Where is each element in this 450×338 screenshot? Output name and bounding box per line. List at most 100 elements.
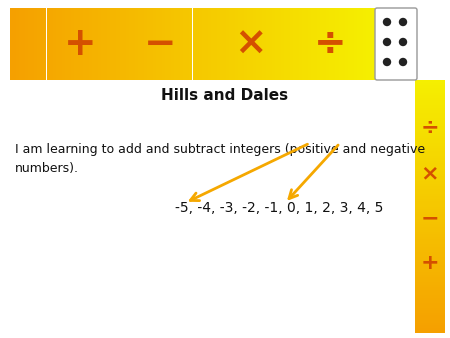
Bar — [415, 151, 445, 153]
Bar — [314, 8, 317, 80]
Bar — [415, 103, 445, 105]
Text: Hills and Dales: Hills and Dales — [162, 89, 288, 103]
Bar — [415, 212, 445, 214]
Bar — [415, 174, 445, 176]
Bar — [13, 8, 16, 80]
Bar — [415, 80, 445, 82]
Bar — [345, 8, 347, 80]
Bar — [415, 234, 445, 237]
Bar — [415, 252, 445, 255]
Bar — [208, 8, 211, 80]
Bar — [415, 88, 445, 90]
Bar — [311, 8, 314, 80]
Bar — [44, 8, 46, 80]
Circle shape — [383, 19, 391, 25]
Bar — [415, 194, 445, 196]
Bar — [58, 8, 62, 80]
Bar — [153, 8, 156, 80]
Bar — [299, 8, 302, 80]
Bar — [415, 297, 445, 300]
Bar — [415, 331, 445, 333]
Bar — [28, 8, 32, 80]
Bar — [129, 8, 132, 80]
Bar — [168, 8, 171, 80]
Bar — [305, 8, 308, 80]
Bar — [415, 260, 445, 262]
Bar — [415, 128, 445, 130]
Bar — [253, 8, 256, 80]
Bar — [117, 8, 120, 80]
Bar — [86, 8, 89, 80]
Bar — [108, 8, 110, 80]
Bar — [415, 123, 445, 125]
Bar — [120, 8, 122, 80]
Bar — [415, 285, 445, 287]
Bar — [415, 207, 445, 209]
Bar — [238, 8, 241, 80]
Bar — [347, 8, 351, 80]
Bar — [217, 8, 220, 80]
Bar — [101, 8, 104, 80]
Bar — [53, 8, 56, 80]
Bar — [92, 8, 95, 80]
Bar — [205, 8, 208, 80]
Bar — [415, 290, 445, 292]
Bar — [415, 159, 445, 161]
Text: I am learning to add and subtract integers (positive and negative
numbers).: I am learning to add and subtract intege… — [15, 143, 425, 175]
Bar — [415, 239, 445, 242]
Bar — [10, 8, 13, 80]
Bar — [415, 214, 445, 217]
Bar — [415, 300, 445, 303]
Bar — [162, 8, 165, 80]
Bar — [290, 8, 293, 80]
Bar — [141, 8, 144, 80]
Bar — [171, 8, 174, 80]
Bar — [110, 8, 113, 80]
Bar — [122, 8, 126, 80]
Bar — [415, 95, 445, 98]
Bar — [56, 8, 58, 80]
Bar — [186, 8, 189, 80]
Bar — [415, 219, 445, 222]
Bar — [415, 199, 445, 201]
Bar — [293, 8, 296, 80]
Bar — [357, 8, 360, 80]
Bar — [308, 8, 311, 80]
Bar — [229, 8, 232, 80]
Bar — [415, 325, 445, 328]
Bar — [25, 8, 28, 80]
Bar — [415, 280, 445, 283]
Bar — [284, 8, 287, 80]
Bar — [415, 148, 445, 151]
Bar — [226, 8, 229, 80]
Bar — [159, 8, 162, 80]
Bar — [211, 8, 214, 80]
Bar — [19, 8, 22, 80]
Bar — [415, 262, 445, 265]
Bar — [415, 164, 445, 166]
Bar — [326, 8, 329, 80]
Bar — [235, 8, 238, 80]
Bar — [415, 201, 445, 204]
Bar — [278, 8, 281, 80]
Bar — [262, 8, 265, 80]
Bar — [415, 227, 445, 229]
Bar — [177, 8, 180, 80]
Bar — [415, 249, 445, 252]
Bar — [415, 118, 445, 120]
Bar — [135, 8, 138, 80]
Bar — [415, 222, 445, 224]
Bar — [68, 8, 71, 80]
Circle shape — [400, 39, 406, 46]
Bar — [415, 275, 445, 277]
Bar — [272, 8, 274, 80]
Bar — [40, 8, 44, 80]
Bar — [16, 8, 19, 80]
Bar — [74, 8, 77, 80]
Bar — [415, 166, 445, 169]
Bar — [214, 8, 217, 80]
Bar — [193, 8, 196, 80]
Bar — [415, 305, 445, 308]
Bar — [415, 287, 445, 290]
Bar — [287, 8, 290, 80]
